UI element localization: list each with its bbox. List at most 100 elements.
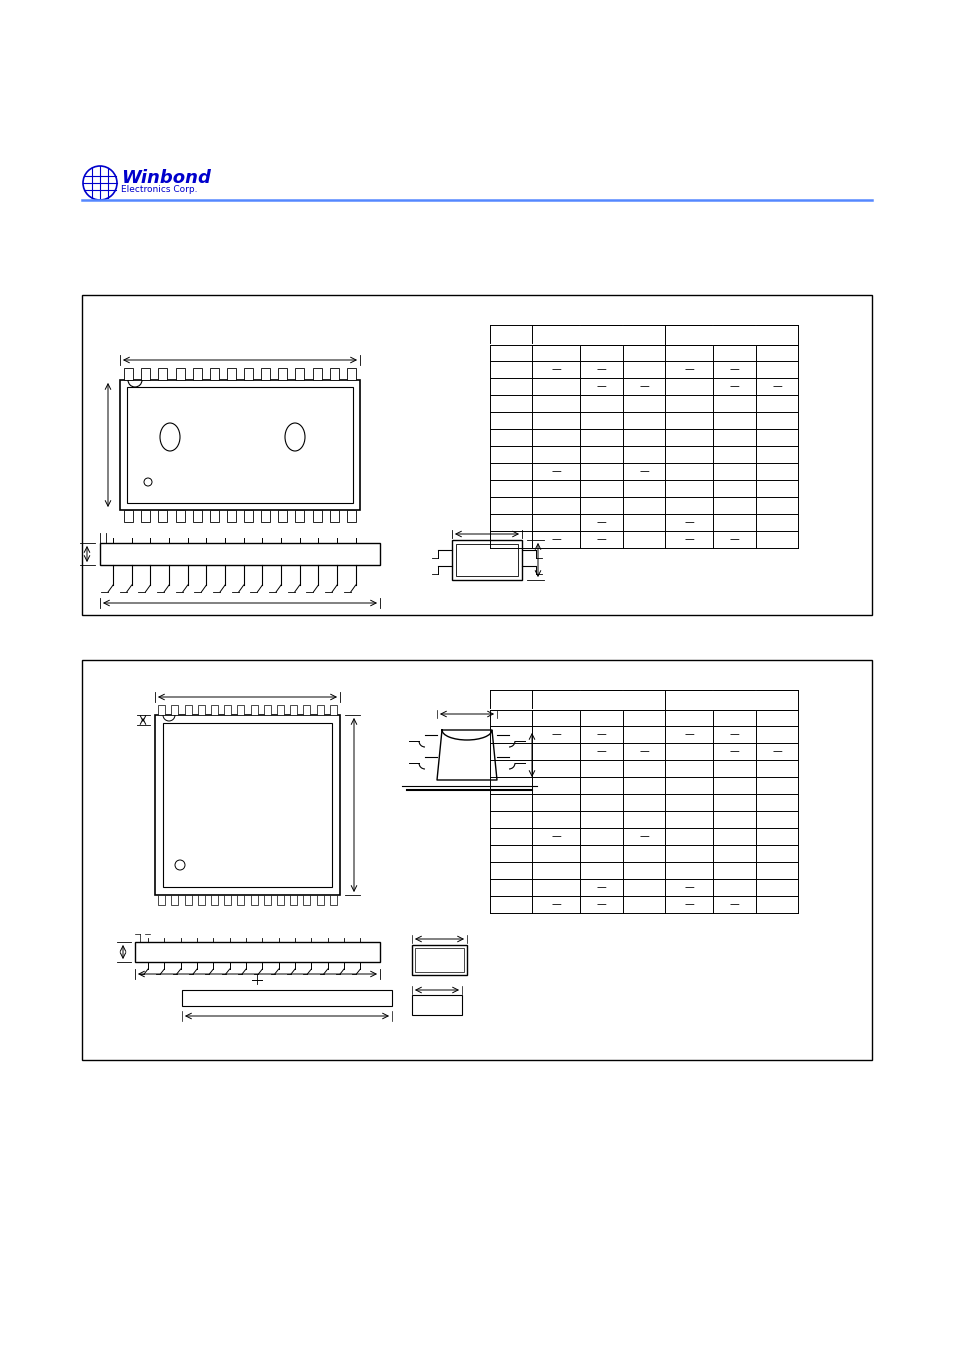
Bar (175, 367, 184, 380)
Text: —: — (683, 365, 693, 374)
Bar (211, 705, 217, 715)
Bar (175, 509, 184, 521)
Bar (124, 367, 132, 380)
Text: —: — (639, 381, 648, 392)
Text: —: — (729, 730, 739, 739)
Bar (237, 705, 244, 715)
Text: —: — (551, 730, 560, 739)
Bar (158, 367, 167, 380)
Text: —: — (639, 831, 648, 842)
Text: —: — (683, 900, 693, 909)
Bar (303, 705, 310, 715)
Bar (303, 894, 310, 905)
Text: —: — (596, 900, 606, 909)
Bar (82, 295, 871, 615)
Bar (330, 894, 336, 905)
Text: —: — (596, 882, 606, 893)
Bar (278, 509, 287, 521)
Bar (244, 509, 253, 521)
Bar (141, 509, 150, 521)
Bar (211, 894, 217, 905)
Bar (276, 894, 284, 905)
Text: —: — (596, 535, 606, 544)
Bar (295, 367, 304, 380)
Bar (120, 380, 359, 509)
Text: —: — (551, 365, 560, 374)
Bar (193, 509, 201, 521)
Text: Electronics Corp.: Electronics Corp. (121, 185, 197, 195)
Bar (412, 994, 461, 1015)
Bar (197, 894, 205, 905)
Text: —: — (596, 365, 606, 374)
Text: —: — (729, 365, 739, 374)
Bar (135, 942, 379, 962)
Bar (316, 894, 323, 905)
Bar (100, 543, 379, 565)
Bar (82, 661, 871, 1061)
Bar (347, 509, 355, 521)
Bar (224, 894, 231, 905)
Bar (163, 723, 332, 888)
Text: —: — (683, 730, 693, 739)
Bar (415, 948, 463, 971)
Bar (313, 509, 321, 521)
Bar (456, 544, 517, 576)
Bar (224, 705, 231, 715)
Text: —: — (729, 900, 739, 909)
Bar (227, 509, 235, 521)
Text: Winbond: Winbond (121, 169, 211, 186)
Text: —: — (683, 882, 693, 893)
Bar (158, 705, 165, 715)
Bar (278, 367, 287, 380)
Bar (264, 705, 271, 715)
Bar (210, 367, 218, 380)
Bar (347, 367, 355, 380)
Bar (172, 705, 178, 715)
Bar (184, 894, 192, 905)
Text: —: — (729, 381, 739, 392)
Bar (316, 705, 323, 715)
Text: —: — (551, 466, 560, 477)
Bar (141, 367, 150, 380)
Text: —: — (683, 517, 693, 527)
Bar (330, 705, 336, 715)
Text: —: — (683, 535, 693, 544)
Bar (295, 509, 304, 521)
Bar (264, 894, 271, 905)
Text: —: — (771, 381, 781, 392)
Text: —: — (551, 535, 560, 544)
Text: —: — (551, 831, 560, 842)
Bar (244, 367, 253, 380)
Bar (124, 509, 132, 521)
Bar (158, 894, 165, 905)
Bar (261, 509, 270, 521)
Text: —: — (771, 747, 781, 757)
Bar (197, 705, 205, 715)
Bar (227, 367, 235, 380)
Bar (452, 540, 521, 580)
Text: —: — (596, 381, 606, 392)
Bar (330, 509, 338, 521)
Bar (127, 386, 353, 503)
Bar (158, 509, 167, 521)
Text: —: — (551, 900, 560, 909)
Text: —: — (639, 466, 648, 477)
Text: —: — (596, 517, 606, 527)
Text: —: — (729, 535, 739, 544)
Bar (290, 705, 297, 715)
Bar (276, 705, 284, 715)
Text: —: — (596, 730, 606, 739)
Bar (172, 894, 178, 905)
Bar (251, 894, 257, 905)
Bar (182, 990, 392, 1006)
Bar (330, 367, 338, 380)
Bar (313, 367, 321, 380)
Bar (154, 715, 339, 894)
Text: —: — (596, 747, 606, 757)
Bar (290, 894, 297, 905)
Text: —: — (639, 747, 648, 757)
Bar (237, 894, 244, 905)
Bar (412, 944, 467, 975)
Bar (251, 705, 257, 715)
Text: —: — (729, 747, 739, 757)
